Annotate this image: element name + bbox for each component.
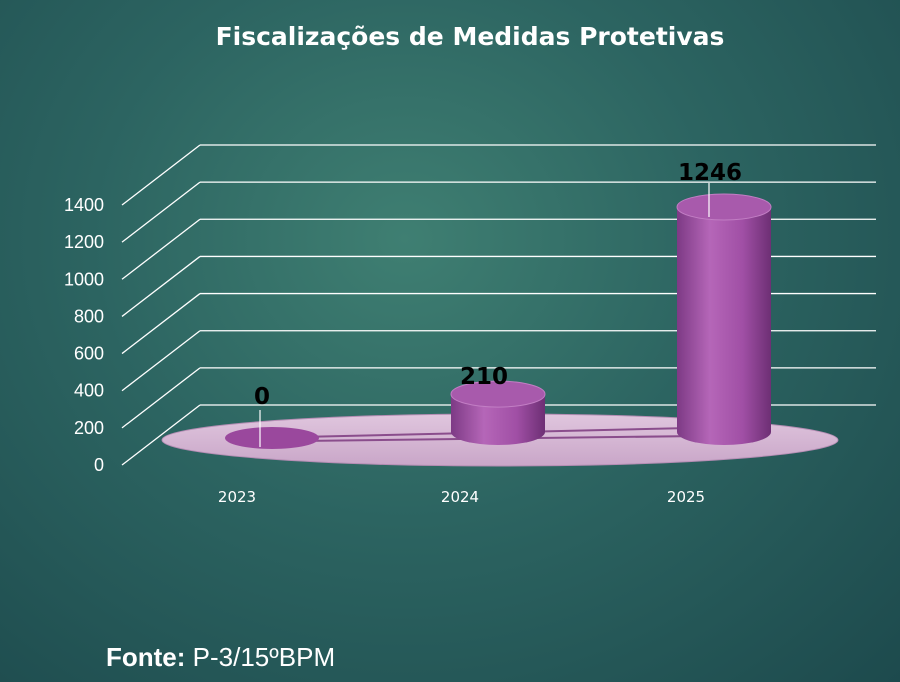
x-tick-label: 2023: [218, 488, 256, 506]
side-wall-line: [121, 255, 201, 317]
source-note: Fonte: P-3/15ºBPM: [106, 642, 335, 673]
y-tick-label: 600: [74, 344, 104, 364]
data-label: 1246: [678, 160, 742, 186]
bar-zero-disc: [225, 427, 319, 449]
side-wall-line: [121, 367, 201, 429]
data-label: 0: [254, 384, 270, 410]
side-wall-line: [121, 218, 201, 280]
bar-body: [677, 207, 771, 445]
bar-2023: [225, 427, 319, 449]
x-tick-label: 2025: [667, 488, 705, 506]
bar-2025: [676, 193, 772, 445]
side-wall-line: [121, 330, 201, 392]
y-tick-label: 1400: [64, 195, 104, 215]
x-tick-label: 2024: [441, 488, 479, 506]
y-tick-label: 1000: [64, 269, 104, 289]
chart-title: Fiscalizações de Medidas Protetivas: [215, 22, 725, 51]
y-tick-label: 1200: [64, 232, 104, 252]
bar-top: [450, 380, 546, 408]
side-wall-line: [121, 404, 201, 466]
y-tick-label: 800: [74, 306, 104, 326]
bar-top: [676, 193, 772, 221]
side-wall-line: [121, 293, 201, 355]
source-value: P-3/15ºBPM: [192, 642, 336, 672]
bar-body: [451, 394, 545, 445]
side-wall-line: [121, 181, 201, 243]
side-wall-line: [121, 144, 201, 206]
bar-2024: [450, 380, 546, 445]
data-label: 210: [460, 364, 508, 390]
y-tick-label: 0: [94, 455, 104, 475]
y-tick-label: 200: [74, 418, 104, 438]
source-label: Fonte:: [106, 642, 186, 672]
y-tick-label: 400: [74, 381, 104, 401]
